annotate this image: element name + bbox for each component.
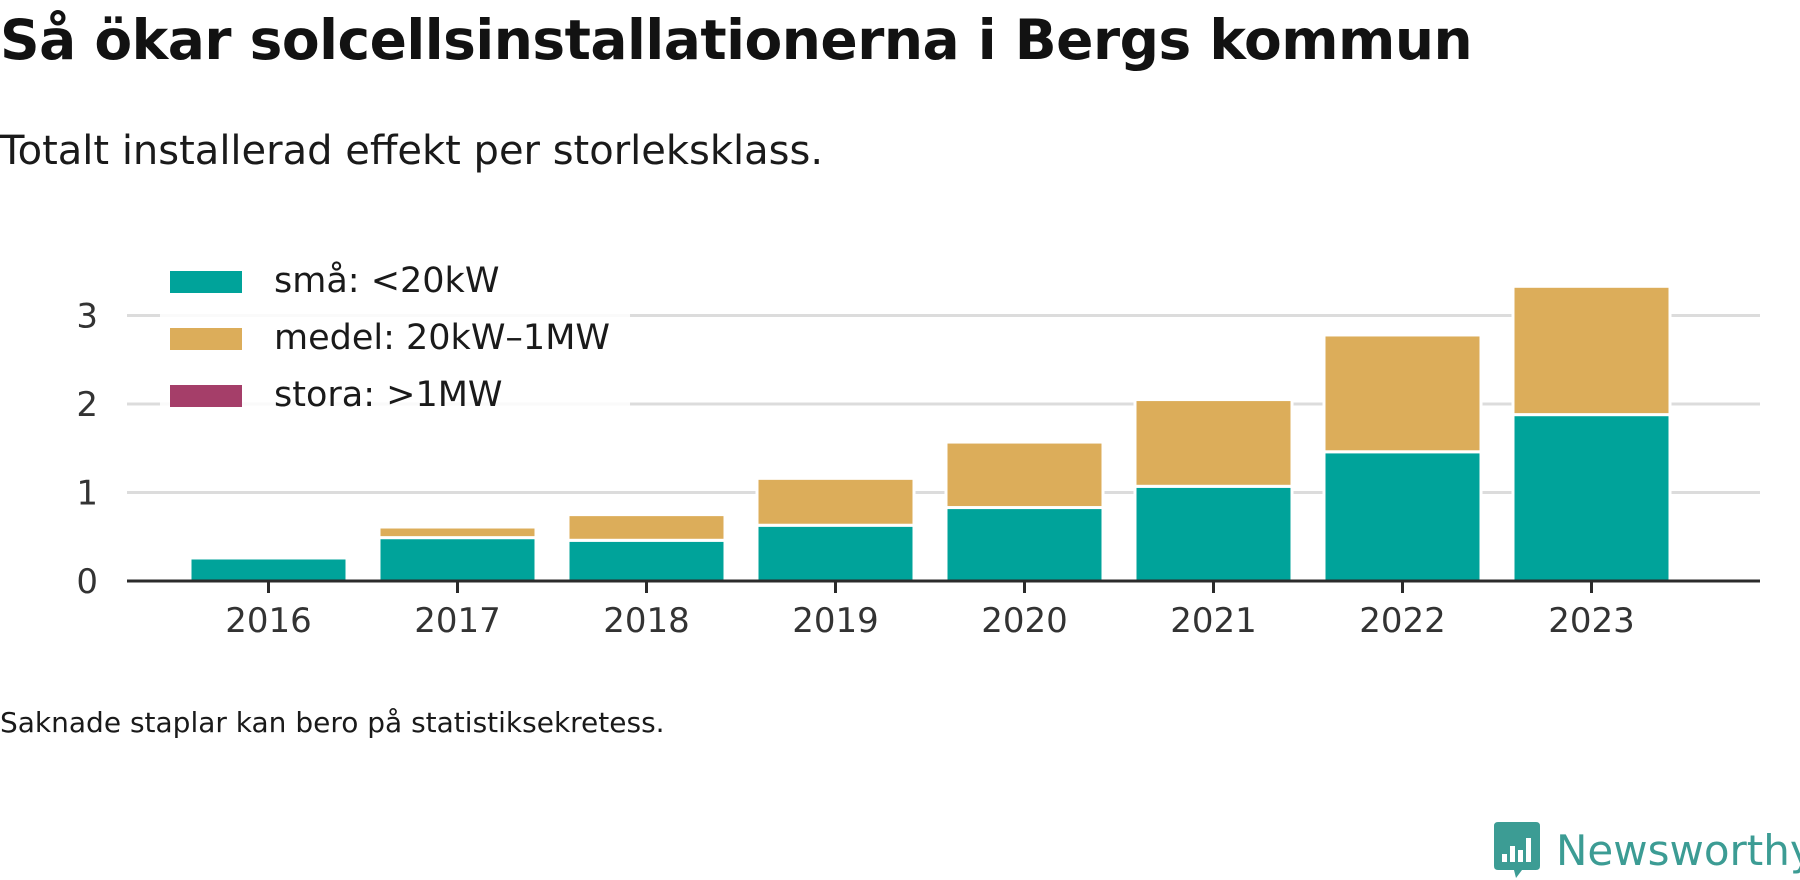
brand-name: Newsworthy	[1556, 825, 1800, 875]
legend-label: stora: >1MW	[274, 375, 503, 415]
bar-segment	[566, 538, 727, 583]
newsworthy-logo-icon	[1494, 822, 1540, 878]
legend-swatch	[170, 271, 242, 293]
bar-segment	[1511, 284, 1672, 417]
bar-segment	[377, 525, 538, 540]
y-tick-label: 1	[76, 474, 98, 514]
bar-segment	[188, 556, 349, 583]
x-tick-label: 2019	[792, 601, 879, 641]
brand: Newsworthy	[1492, 820, 1800, 880]
bar-segment	[1511, 413, 1672, 583]
bars	[188, 284, 1672, 583]
y-tick-label: 0	[76, 562, 98, 602]
stacked-bar-chart: 0 1 2 3 2016 2017 2018 2019 2020 2021 2022 2023 sm…	[76, 250, 1760, 641]
legend-swatch	[170, 385, 242, 407]
footnote: Saknade staplar kan bero på statistiksek…	[0, 706, 665, 739]
x-tick-label: 2020	[981, 601, 1068, 641]
bar-segment	[944, 506, 1105, 583]
y-tick-label: 2	[76, 385, 98, 425]
x-tick-label: 2021	[1170, 601, 1257, 641]
y-axis-ticks: 0 1 2 3	[76, 297, 98, 603]
x-axis-ticks: 2016 2017 2018 2019 2020 2021 2022 2023	[225, 581, 1635, 641]
x-tick-label: 2016	[225, 601, 312, 641]
legend-swatch	[170, 328, 242, 350]
legend-label: medel: 20kW–1MW	[274, 318, 610, 358]
x-tick-label: 2022	[1359, 601, 1446, 641]
bar-segment	[566, 513, 727, 542]
bar-segment	[755, 476, 916, 527]
bar-segment	[1322, 333, 1483, 454]
bar-segment	[1322, 450, 1483, 583]
bar-segment	[1133, 398, 1294, 488]
bar-segment	[1133, 484, 1294, 583]
legend: små: <20kW medel: 20kW–1MW stora: >1MW	[160, 250, 630, 415]
x-tick-label: 2023	[1548, 601, 1635, 641]
bar-segment	[377, 536, 538, 583]
bar-segment	[944, 440, 1105, 510]
chart-subtitle: Totalt installerad effekt per storlekskl…	[0, 128, 824, 174]
y-tick-label: 3	[76, 297, 98, 337]
x-tick-label: 2018	[603, 601, 690, 641]
bar-segment	[755, 523, 916, 583]
legend-label: små: <20kW	[274, 260, 499, 301]
x-tick-label: 2017	[414, 601, 501, 641]
chart-title: Så ökar solcellsinstallationerna i Bergs…	[0, 8, 1473, 72]
